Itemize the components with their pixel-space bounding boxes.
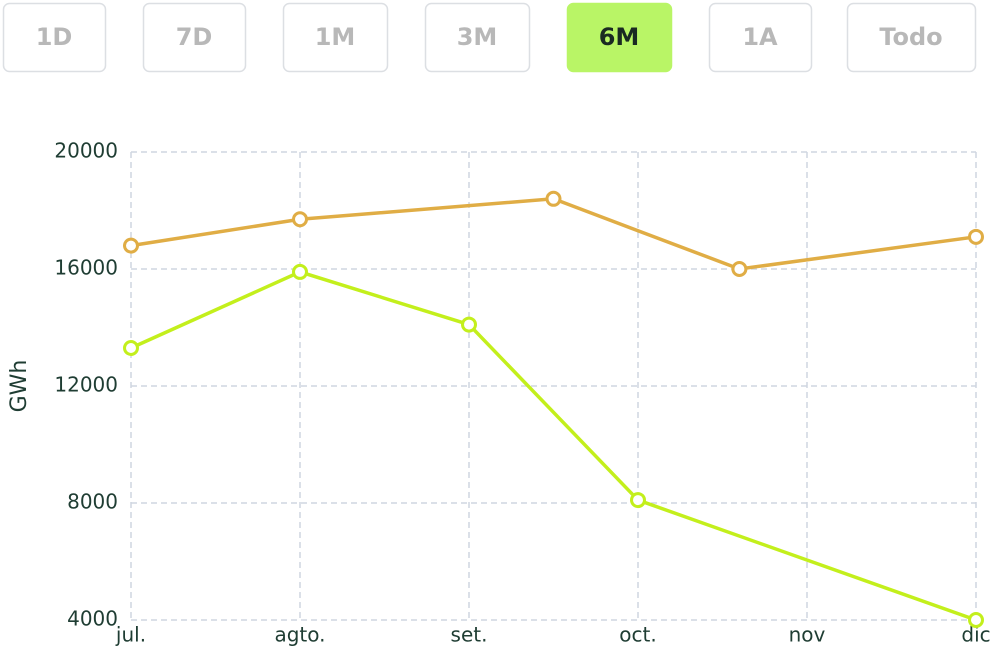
series-line [130, 270, 977, 622]
range-button-label[interactable]: 7D [176, 23, 213, 51]
y-tick-label: 12000 [54, 373, 118, 397]
y-tick-label: 8000 [67, 490, 118, 514]
y-tick-label: 4000 [67, 607, 118, 631]
x-tick-label: jul. [115, 623, 146, 647]
x-tick-label: agto. [274, 623, 325, 647]
range-button-label[interactable]: 1A [742, 23, 778, 51]
point-marker [731, 261, 748, 277]
x-tick-label: set. [451, 623, 488, 647]
range-button-label[interactable]: 6M [599, 23, 640, 51]
point-marker [123, 237, 139, 254]
x-tick-label: oct. [619, 623, 656, 647]
range-button[interactable] [424, 2, 531, 73]
y-axis-label: GWh [7, 360, 32, 413]
x-tick-label: nov [789, 623, 826, 647]
y-tick-label: 16000 [54, 256, 118, 280]
point-marker [630, 492, 646, 509]
point-marker [545, 190, 562, 207]
y-tick-label: 20000 [54, 139, 118, 163]
range-button-label[interactable]: 3M [457, 23, 498, 51]
range-button-label[interactable]: 1D [36, 23, 73, 51]
range-button[interactable] [708, 2, 813, 73]
point-marker [968, 612, 984, 628]
range-button[interactable] [142, 2, 247, 73]
range-button[interactable] [846, 2, 977, 73]
point-marker [123, 339, 139, 356]
range-button-label[interactable]: Todo [879, 23, 942, 51]
point-marker [292, 211, 308, 228]
point-marker [968, 228, 984, 245]
series-line [130, 197, 977, 271]
point-marker [461, 316, 477, 333]
range-button[interactable] [282, 2, 389, 73]
point-marker [292, 263, 308, 280]
range-button-label[interactable]: 1M [315, 23, 356, 51]
range-button[interactable] [2, 2, 107, 73]
range-button[interactable] [566, 2, 673, 73]
